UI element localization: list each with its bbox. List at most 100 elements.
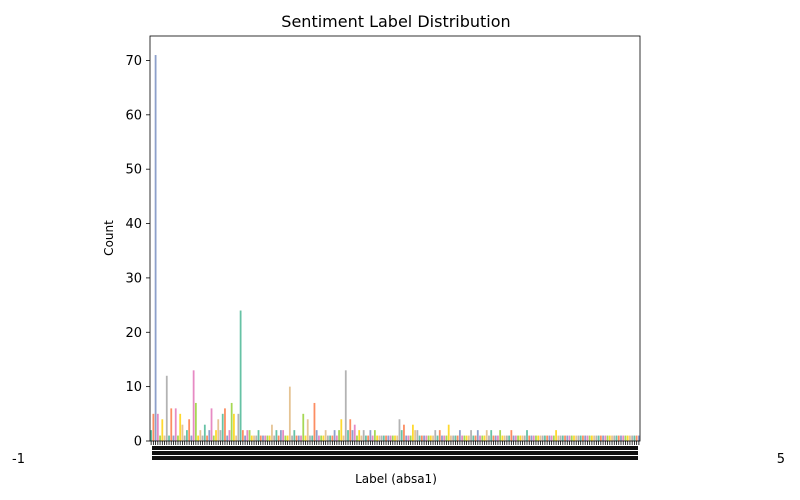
bar bbox=[626, 435, 629, 441]
bar bbox=[237, 413, 240, 441]
bar bbox=[566, 435, 569, 441]
bar bbox=[582, 435, 584, 441]
bar bbox=[338, 430, 340, 441]
y-tick-label: 40 bbox=[125, 217, 142, 232]
bar bbox=[434, 430, 437, 441]
bar bbox=[295, 435, 298, 441]
bar bbox=[441, 435, 443, 441]
bar bbox=[311, 435, 314, 441]
bar bbox=[186, 430, 188, 441]
bar bbox=[593, 435, 596, 441]
bar bbox=[501, 435, 504, 441]
bar bbox=[394, 435, 396, 441]
bar bbox=[541, 435, 544, 441]
y-tick-label: 10 bbox=[125, 380, 142, 395]
bar bbox=[382, 435, 385, 441]
bar bbox=[244, 435, 246, 441]
bar bbox=[250, 435, 253, 441]
bar bbox=[340, 419, 343, 441]
bar bbox=[324, 430, 327, 441]
bar bbox=[360, 435, 363, 441]
bar bbox=[611, 435, 613, 441]
bar bbox=[532, 435, 535, 441]
bar bbox=[537, 435, 540, 441]
bar bbox=[597, 435, 600, 441]
bar bbox=[490, 430, 493, 441]
bar bbox=[591, 435, 593, 441]
bar bbox=[284, 435, 287, 441]
bar bbox=[622, 435, 625, 441]
bar bbox=[183, 435, 186, 441]
bar bbox=[472, 435, 475, 441]
bar bbox=[555, 430, 557, 441]
bar bbox=[523, 435, 526, 441]
bar bbox=[423, 435, 425, 441]
bar bbox=[438, 430, 441, 441]
bar bbox=[253, 435, 255, 441]
bar bbox=[239, 310, 242, 441]
bar bbox=[282, 430, 285, 441]
y-tick-label: 20 bbox=[125, 326, 142, 341]
bar bbox=[194, 402, 197, 441]
bar bbox=[454, 435, 457, 441]
bar bbox=[152, 413, 155, 441]
bar bbox=[631, 435, 634, 441]
bar bbox=[371, 435, 374, 441]
bar bbox=[559, 435, 562, 441]
bar bbox=[557, 435, 560, 441]
bar bbox=[376, 435, 378, 441]
bar bbox=[584, 435, 587, 441]
bar bbox=[494, 435, 497, 441]
bar bbox=[586, 435, 589, 441]
bar bbox=[302, 413, 305, 441]
bar bbox=[539, 435, 542, 441]
x-axis-label: Label (absa1) bbox=[355, 472, 437, 486]
bar bbox=[224, 408, 226, 441]
bar bbox=[156, 413, 159, 441]
bar bbox=[246, 430, 249, 441]
x-tick-label-last: 5 bbox=[777, 452, 785, 467]
bar bbox=[579, 435, 582, 441]
bar bbox=[275, 430, 278, 441]
bar bbox=[329, 435, 332, 441]
bar bbox=[365, 435, 367, 441]
y-tick-label: 0 bbox=[134, 435, 142, 450]
bar bbox=[208, 430, 211, 441]
bar bbox=[293, 430, 296, 441]
y-tick-label: 30 bbox=[125, 271, 142, 286]
bar bbox=[353, 424, 356, 441]
bar bbox=[461, 435, 464, 441]
bar bbox=[488, 435, 490, 441]
bar bbox=[273, 435, 276, 441]
bar bbox=[181, 424, 184, 441]
bar bbox=[304, 435, 307, 441]
bar bbox=[629, 435, 631, 441]
bar bbox=[595, 435, 598, 441]
bar bbox=[174, 408, 177, 441]
bar bbox=[535, 435, 537, 441]
bar bbox=[403, 424, 405, 441]
bar bbox=[564, 435, 566, 441]
bar bbox=[633, 435, 636, 441]
bar bbox=[190, 435, 193, 441]
bar bbox=[617, 435, 620, 441]
bar bbox=[436, 435, 439, 441]
bar bbox=[624, 435, 627, 441]
bar bbox=[266, 435, 269, 441]
x-tick-label-band bbox=[152, 456, 638, 460]
bar bbox=[420, 435, 423, 441]
bar bbox=[476, 430, 479, 441]
x-tick-labels-overlap bbox=[152, 446, 638, 460]
bar bbox=[481, 435, 484, 441]
bar bbox=[447, 424, 450, 441]
chart-title: Sentiment Label Distribution bbox=[281, 12, 510, 31]
bar bbox=[530, 435, 533, 441]
bar bbox=[168, 435, 170, 441]
bars-group bbox=[150, 55, 640, 441]
bar bbox=[188, 419, 191, 441]
bar bbox=[613, 435, 616, 441]
bar bbox=[635, 435, 638, 441]
bar bbox=[445, 435, 448, 441]
bar bbox=[333, 430, 336, 441]
